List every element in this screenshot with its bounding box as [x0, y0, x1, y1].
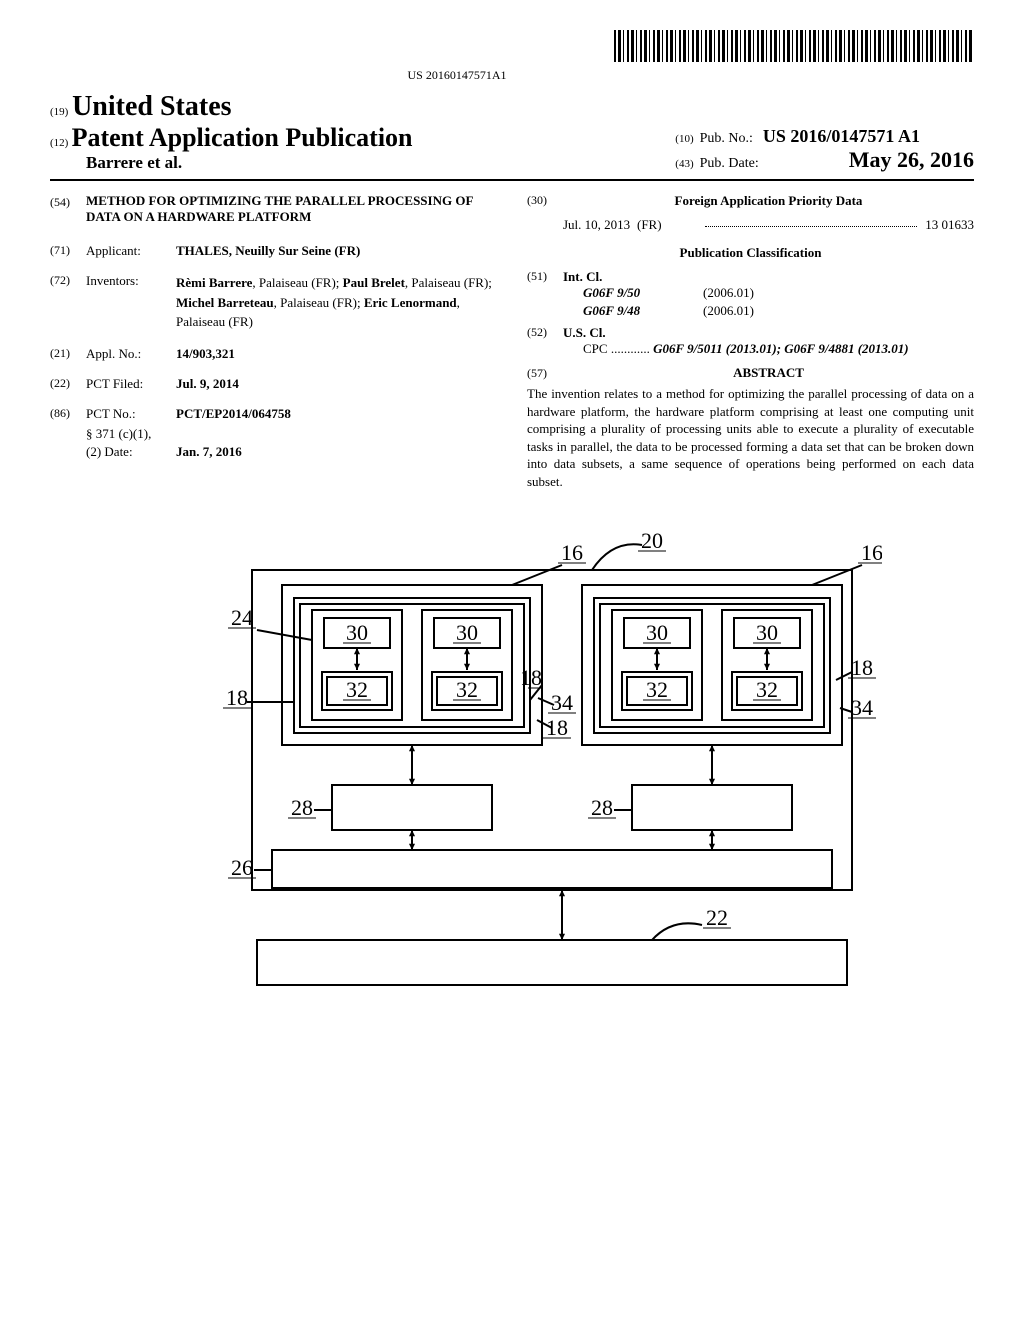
applicant: THALES, Neuilly Sur Seine (FR): [176, 243, 497, 259]
intcl-row: G06F 9/48 (2006.01): [563, 303, 974, 319]
abstract-num: (57): [527, 366, 563, 381]
pub-type: Patent Application Publication: [72, 123, 413, 152]
svg-text:18: 18: [226, 685, 248, 710]
applicant-label: Applicant:: [86, 243, 176, 259]
foreign-head: Foreign Application Priority Data: [563, 193, 974, 209]
svg-text:26: 26: [231, 855, 253, 880]
svg-text:16: 16: [561, 540, 583, 565]
svg-text:30: 30: [756, 620, 778, 645]
pub-no-num: (10): [675, 133, 693, 145]
svg-text:32: 32: [456, 677, 478, 702]
intcl-row: G06F 9/50 (2006.01): [563, 285, 974, 301]
svg-text:30: 30: [646, 620, 668, 645]
dots-leader: [705, 217, 917, 227]
inventors-label: Inventors:: [86, 273, 176, 289]
svg-text:18: 18: [520, 665, 542, 690]
foreign-country: (FR): [637, 217, 697, 233]
cpc-line: CPC ............ G06F 9/5011 (2013.01); …: [583, 341, 974, 357]
intcl-date: (2006.01): [703, 285, 754, 301]
intcl-code: G06F 9/50: [583, 285, 703, 301]
svg-text:34: 34: [551, 690, 573, 715]
svg-text:32: 32: [646, 677, 668, 702]
patent-figure: 2016303230321630323032241818183418342828…: [50, 530, 974, 1000]
authors: Barrere et al.: [86, 153, 675, 173]
pct-filed: Jul. 9, 2014: [176, 376, 497, 392]
pct-filed-label: PCT Filed:: [86, 376, 176, 392]
pubclass-head: Publication Classification: [527, 245, 974, 261]
inventors-num: (72): [50, 273, 86, 288]
pub-type-num: (12): [50, 137, 68, 149]
pct-no-label: PCT No.:: [86, 406, 176, 422]
appl-label: Appl. No.:: [86, 346, 176, 362]
barcode-graphic: [614, 30, 974, 62]
invention-title: METHOD FOR OPTIMIZING THE PARALLEL PROCE…: [86, 193, 497, 225]
pub-date-label: Pub. Date:: [700, 156, 759, 172]
svg-text:28: 28: [591, 795, 613, 820]
left-column: (54) METHOD FOR OPTIMIZING THE PARALLEL …: [50, 193, 497, 490]
applicant-num: (71): [50, 243, 86, 258]
barcode-text: US 20160147571A1: [50, 68, 864, 83]
header-rule: [50, 179, 974, 181]
svg-text:30: 30: [456, 620, 478, 645]
intcl-label: Int. Cl.: [563, 269, 974, 285]
svg-text:18: 18: [851, 655, 873, 680]
pct-no: PCT/EP2014/064758: [176, 406, 497, 422]
appl-no: 14/903,321: [176, 346, 497, 362]
country-code-num: (19): [50, 106, 68, 118]
uscl-label: U.S. Cl.: [563, 325, 974, 341]
pub-date: May 26, 2016: [849, 147, 974, 173]
s371-label: § 371 (c)(1),: [86, 426, 497, 442]
svg-text:16: 16: [861, 540, 882, 565]
biblio-columns: (54) METHOD FOR OPTIMIZING THE PARALLEL …: [50, 193, 974, 490]
intcl-code: G06F 9/48: [583, 303, 703, 319]
pub-no-label: Pub. No.:: [700, 131, 753, 147]
pct-filed-num: (22): [50, 376, 86, 391]
country-name: United States: [72, 91, 231, 122]
right-column: (30) Foreign Application Priority Data J…: [527, 193, 974, 490]
appl-num: (21): [50, 346, 86, 361]
abstract-text: The invention relates to a method for op…: [527, 385, 974, 490]
foreign-appnum: 13 01633: [925, 217, 974, 233]
svg-text:22: 22: [706, 905, 728, 930]
pct-no-num: (86): [50, 406, 86, 421]
uscl-num: (52): [527, 325, 563, 357]
title-num: (54): [50, 193, 86, 225]
foreign-num: (30): [527, 193, 563, 209]
svg-text:34: 34: [851, 695, 873, 720]
s371-date: Jan. 7, 2016: [176, 444, 497, 460]
s371-date-label: (2) Date:: [86, 444, 176, 460]
svg-text:20: 20: [641, 530, 663, 553]
svg-text:32: 32: [756, 677, 778, 702]
svg-text:30: 30: [346, 620, 368, 645]
pub-date-num: (43): [675, 158, 693, 170]
intcl-date: (2006.01): [703, 303, 754, 319]
barcode-section: US 20160147571A1: [50, 30, 974, 83]
svg-text:28: 28: [291, 795, 313, 820]
document-header: (19) United States (12) Patent Applicati…: [50, 91, 974, 173]
inventors: Rèmi Barrere, Palaiseau (FR); Paul Brele…: [176, 273, 497, 332]
pub-no: US 2016/0147571 A1: [763, 126, 920, 147]
intcl-num: (51): [527, 269, 563, 321]
abstract-head: ABSTRACT: [563, 365, 974, 381]
foreign-date: Jul. 10, 2013: [527, 217, 637, 233]
svg-text:32: 32: [346, 677, 368, 702]
svg-text:24: 24: [231, 605, 253, 630]
